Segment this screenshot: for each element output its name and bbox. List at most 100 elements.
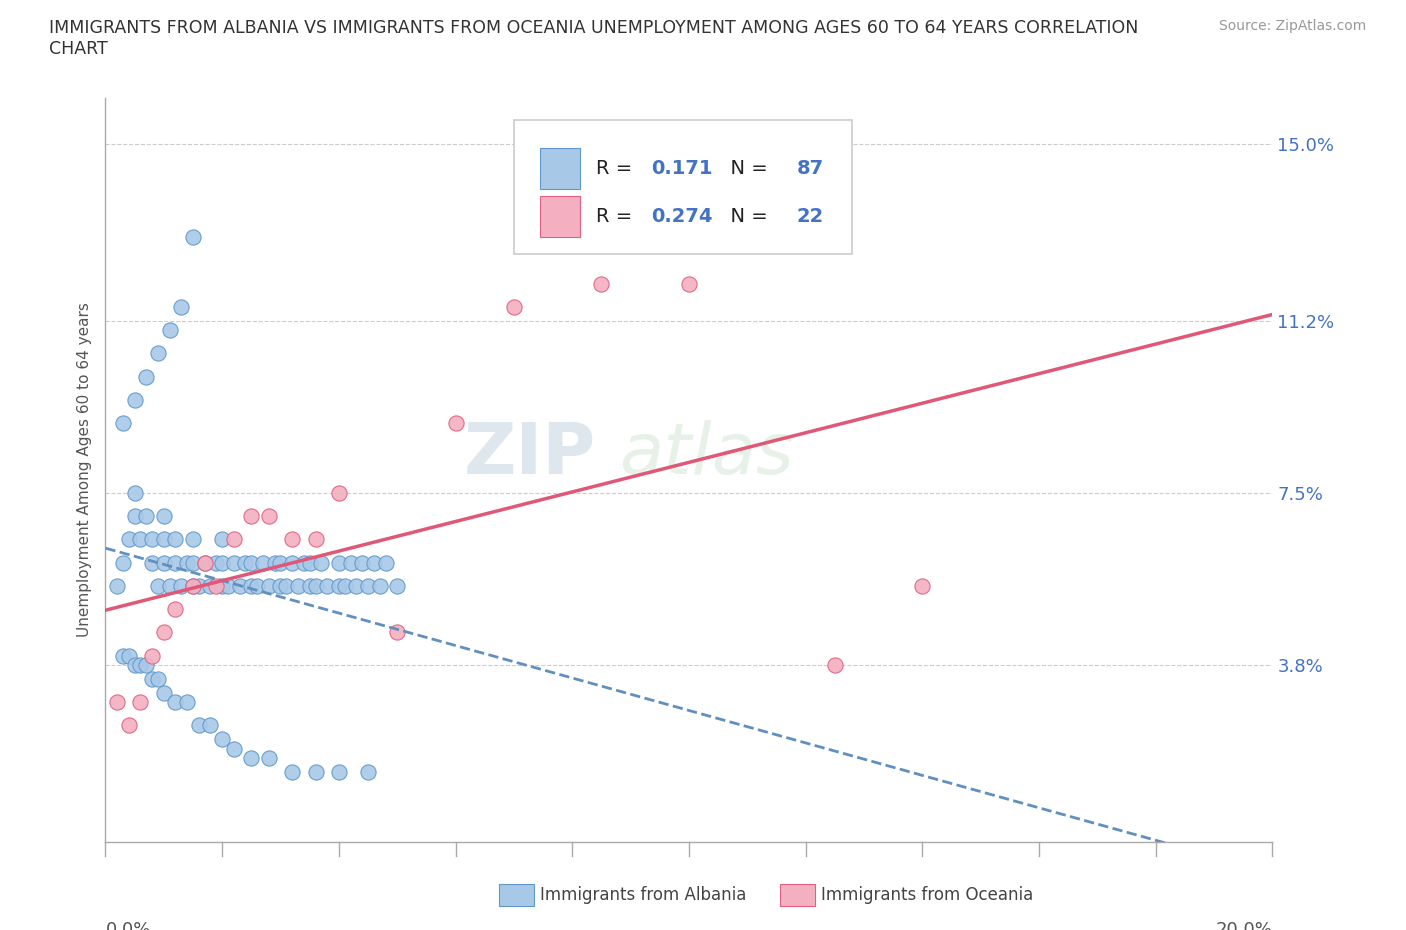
Point bbox=[135, 658, 157, 672]
Point bbox=[235, 555, 257, 570]
Point bbox=[503, 299, 526, 314]
Point bbox=[129, 658, 152, 672]
Point bbox=[257, 509, 280, 524]
Point bbox=[181, 578, 204, 593]
Point bbox=[678, 276, 700, 291]
Point bbox=[311, 555, 333, 570]
Text: 22: 22 bbox=[796, 207, 824, 226]
Text: 20.0%: 20.0% bbox=[1216, 921, 1272, 930]
Point bbox=[181, 578, 204, 593]
Point bbox=[257, 578, 280, 593]
Point bbox=[187, 718, 209, 733]
Point bbox=[111, 416, 134, 431]
Point bbox=[269, 555, 292, 570]
Text: R =: R = bbox=[596, 207, 638, 226]
Point bbox=[211, 732, 233, 747]
Point bbox=[170, 578, 193, 593]
Point bbox=[591, 276, 613, 291]
Point bbox=[200, 578, 222, 593]
Point bbox=[165, 555, 187, 570]
Point bbox=[153, 555, 174, 570]
Text: atlas: atlas bbox=[619, 420, 793, 489]
Point bbox=[200, 718, 222, 733]
Point bbox=[146, 578, 169, 593]
Text: N =: N = bbox=[718, 159, 775, 178]
Point bbox=[328, 485, 350, 500]
Point bbox=[205, 578, 228, 593]
Point bbox=[141, 671, 163, 686]
Text: 0.0%: 0.0% bbox=[105, 921, 150, 930]
Point bbox=[129, 695, 152, 710]
Point bbox=[444, 416, 467, 431]
Point bbox=[146, 346, 169, 361]
Point bbox=[911, 578, 934, 593]
Point bbox=[333, 578, 356, 593]
Point bbox=[374, 555, 396, 570]
Text: 87: 87 bbox=[796, 159, 824, 178]
Point bbox=[153, 532, 174, 547]
Y-axis label: Unemployment Among Ages 60 to 64 years: Unemployment Among Ages 60 to 64 years bbox=[76, 302, 91, 637]
Point bbox=[257, 751, 280, 765]
Point bbox=[124, 658, 146, 672]
Point bbox=[111, 648, 134, 663]
Point bbox=[181, 532, 204, 547]
Text: 0.171: 0.171 bbox=[651, 159, 713, 178]
Point bbox=[240, 555, 263, 570]
Point bbox=[165, 602, 187, 617]
Point bbox=[269, 578, 292, 593]
Point bbox=[211, 578, 233, 593]
Point bbox=[141, 532, 163, 547]
Point bbox=[187, 578, 209, 593]
Text: CHART: CHART bbox=[49, 40, 108, 58]
Point bbox=[281, 764, 304, 779]
Point bbox=[298, 555, 321, 570]
Point bbox=[287, 578, 309, 593]
Point bbox=[339, 555, 361, 570]
Text: ZIP: ZIP bbox=[464, 420, 596, 489]
Point bbox=[304, 578, 326, 593]
Point bbox=[124, 509, 146, 524]
FancyBboxPatch shape bbox=[540, 148, 581, 189]
Point bbox=[118, 648, 141, 663]
Point bbox=[246, 578, 269, 593]
Point bbox=[153, 509, 174, 524]
Point bbox=[385, 578, 409, 593]
Point bbox=[222, 532, 245, 547]
Point bbox=[105, 578, 128, 593]
Text: Source: ZipAtlas.com: Source: ZipAtlas.com bbox=[1219, 19, 1367, 33]
Point bbox=[276, 578, 298, 593]
Point bbox=[281, 555, 304, 570]
Point bbox=[281, 532, 304, 547]
Point bbox=[165, 695, 187, 710]
Point bbox=[240, 509, 263, 524]
Point bbox=[385, 625, 409, 640]
Point bbox=[292, 555, 315, 570]
Point bbox=[222, 741, 245, 756]
Point bbox=[118, 718, 141, 733]
Point bbox=[146, 671, 169, 686]
Point bbox=[252, 555, 274, 570]
Point bbox=[328, 578, 350, 593]
Point bbox=[304, 532, 326, 547]
Point bbox=[124, 392, 146, 407]
Text: N =: N = bbox=[718, 207, 775, 226]
Point bbox=[316, 578, 339, 593]
Text: 0.274: 0.274 bbox=[651, 207, 713, 226]
Text: IMMIGRANTS FROM ALBANIA VS IMMIGRANTS FROM OCEANIA UNEMPLOYMENT AMONG AGES 60 TO: IMMIGRANTS FROM ALBANIA VS IMMIGRANTS FR… bbox=[49, 19, 1139, 36]
Point bbox=[298, 578, 321, 593]
Point bbox=[357, 578, 380, 593]
FancyBboxPatch shape bbox=[515, 120, 852, 254]
Point bbox=[240, 751, 263, 765]
Point bbox=[181, 230, 204, 245]
Point bbox=[368, 578, 391, 593]
Text: Immigrants from Albania: Immigrants from Albania bbox=[540, 885, 747, 904]
Point bbox=[228, 578, 250, 593]
Point bbox=[129, 532, 152, 547]
Point bbox=[141, 648, 163, 663]
Point bbox=[170, 299, 193, 314]
Point bbox=[344, 578, 367, 593]
Point bbox=[141, 555, 163, 570]
Point bbox=[217, 578, 239, 593]
Point bbox=[328, 555, 350, 570]
Point bbox=[153, 625, 174, 640]
